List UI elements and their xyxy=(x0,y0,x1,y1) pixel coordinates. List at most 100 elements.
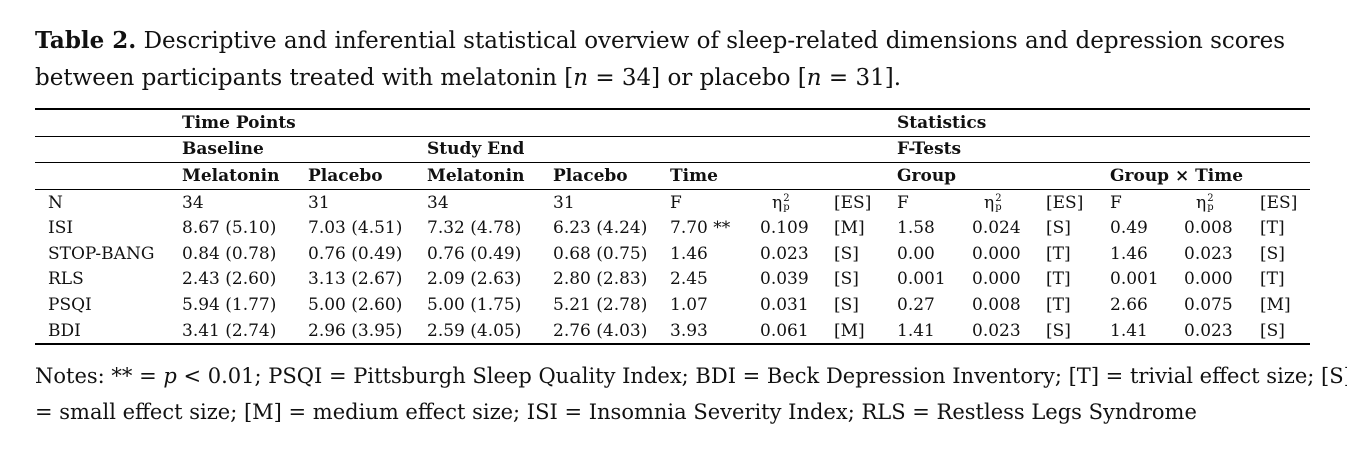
cell: 0.039 xyxy=(760,269,809,290)
cell: [T] xyxy=(1046,294,1071,315)
cell: 2.96 (3.95) xyxy=(308,320,403,341)
cell: 5.00 (2.60) xyxy=(308,294,403,315)
eta-sup: 2 xyxy=(1207,192,1214,204)
eta-letter: η xyxy=(1196,192,1207,213)
header-cell: F-Tests xyxy=(897,136,972,164)
cell: [ES] xyxy=(834,192,872,213)
cell: 0.000 xyxy=(972,269,1021,290)
row-label: STOP-BANG xyxy=(48,243,155,264)
cell: [ES] xyxy=(1046,192,1084,213)
cell: 0.023 xyxy=(760,243,809,264)
cell: [M] xyxy=(834,320,865,341)
data-row: RLS 2.43 (2.60) 3.13 (2.67) 2.09 (2.63) 2.80… xyxy=(35,267,1310,293)
header-cell xyxy=(35,109,182,137)
cell: 0.27 xyxy=(897,294,935,315)
row-label: ISI xyxy=(48,218,74,239)
header-cell xyxy=(1260,162,1310,190)
cell: 7.32 (4.78) xyxy=(427,218,522,239)
cell: [S] xyxy=(1046,320,1071,341)
cell: 34 xyxy=(427,192,449,213)
cell: 2.59 (4.05) xyxy=(427,320,522,341)
cell: 0.024 xyxy=(972,218,1021,239)
header-cell: Statistics xyxy=(897,109,986,137)
cell: F xyxy=(1110,192,1122,213)
cell: 0.76 (0.49) xyxy=(427,243,522,264)
header-cell xyxy=(553,136,670,164)
header-cell xyxy=(1046,109,1110,137)
header-cell xyxy=(1260,136,1310,164)
header-cell: Placebo xyxy=(308,162,427,190)
row-label: RLS xyxy=(48,269,84,290)
cell: 1.07 xyxy=(670,294,708,315)
cell: F xyxy=(897,192,909,213)
cell: 0.000 xyxy=(972,243,1021,264)
data-row: PSQI 5.94 (1.77) 5.00 (2.60) 5.00 (1.75) 5.2… xyxy=(35,292,1310,318)
caption-text: = 31]. xyxy=(821,65,902,91)
caption-text: Descriptive and inferential statistical … xyxy=(143,28,1286,54)
notes-text: Notes: ** = xyxy=(35,364,164,388)
cell: 1.41 xyxy=(1110,320,1148,341)
cell: 0.68 (0.75) xyxy=(553,243,648,264)
cell: 7.03 (4.51) xyxy=(308,218,403,239)
cell: 3.13 (2.67) xyxy=(308,269,403,290)
eta-sub: p xyxy=(783,201,790,213)
cell: 2.09 (2.63) xyxy=(427,269,522,290)
data-row: STOP-BANG 0.84 (0.78) 0.76 (0.49) 0.76 (0.4… xyxy=(35,241,1310,267)
header-cell xyxy=(35,136,182,164)
cell: 5.94 (1.77) xyxy=(182,294,277,315)
caption-text: between participants treated with melato… xyxy=(35,65,574,91)
cell: [S] xyxy=(1260,243,1285,264)
cell: 1.58 xyxy=(897,218,935,239)
eta-sup: 2 xyxy=(995,192,1002,204)
header-cell xyxy=(1184,136,1260,164)
header-cell: Baseline xyxy=(182,136,308,164)
header-cell: Time Points xyxy=(182,109,308,137)
cell: [T] xyxy=(1046,243,1071,264)
eta-sup: 2 xyxy=(783,192,790,204)
notes-text: = small effect size; [M] = medium effect… xyxy=(35,400,1197,424)
header-cell: Melatonin xyxy=(427,162,553,190)
header-cell xyxy=(972,109,1046,137)
cell: 0.023 xyxy=(1184,243,1233,264)
header-cell: Placebo xyxy=(553,162,670,190)
data-row: BDI 3.41 (2.74) 2.96 (3.95) 2.59 (4.05) 2.76… xyxy=(35,318,1310,345)
header-cell xyxy=(834,136,897,164)
cell: [S] xyxy=(834,294,859,315)
eta-letter: η xyxy=(772,192,783,213)
header-cell xyxy=(760,162,834,190)
cell: [T] xyxy=(1046,269,1071,290)
header-cell: Group × Time xyxy=(1110,162,1243,190)
cell: 0.031 xyxy=(760,294,809,315)
header-cell xyxy=(972,162,1046,190)
cell: F xyxy=(670,192,682,213)
cell: 3.41 (2.74) xyxy=(182,320,277,341)
eta-sub: p xyxy=(995,201,1002,213)
eta-letter: η xyxy=(984,192,995,213)
caption-text: = 34] or placebo [ xyxy=(588,65,807,91)
cell: 0.00 xyxy=(897,243,935,264)
data-row: ISI 8.67 (5.10) 7.03 (4.51) 7.32 (4.78) 6.23… xyxy=(35,215,1310,241)
cell: 0.76 (0.49) xyxy=(308,243,403,264)
cell: [M] xyxy=(834,218,865,239)
cell: 1.46 xyxy=(670,243,708,264)
header-cell xyxy=(1046,162,1110,190)
row-label: N xyxy=(48,192,63,213)
cell: [T] xyxy=(1260,269,1285,290)
row-label: PSQI xyxy=(48,294,92,315)
cell: [T] xyxy=(1260,218,1285,239)
cell: 34 xyxy=(182,192,204,213)
cell: 2.66 xyxy=(1110,294,1148,315)
cell: [S] xyxy=(1046,218,1071,239)
header-cell xyxy=(1184,109,1260,137)
cell: 31 xyxy=(308,192,330,213)
header-cell: Study End xyxy=(427,136,553,164)
header-row: Melatonin Placebo Melatonin Placebo Time Grou… xyxy=(35,162,1310,190)
header-cell xyxy=(670,109,760,137)
